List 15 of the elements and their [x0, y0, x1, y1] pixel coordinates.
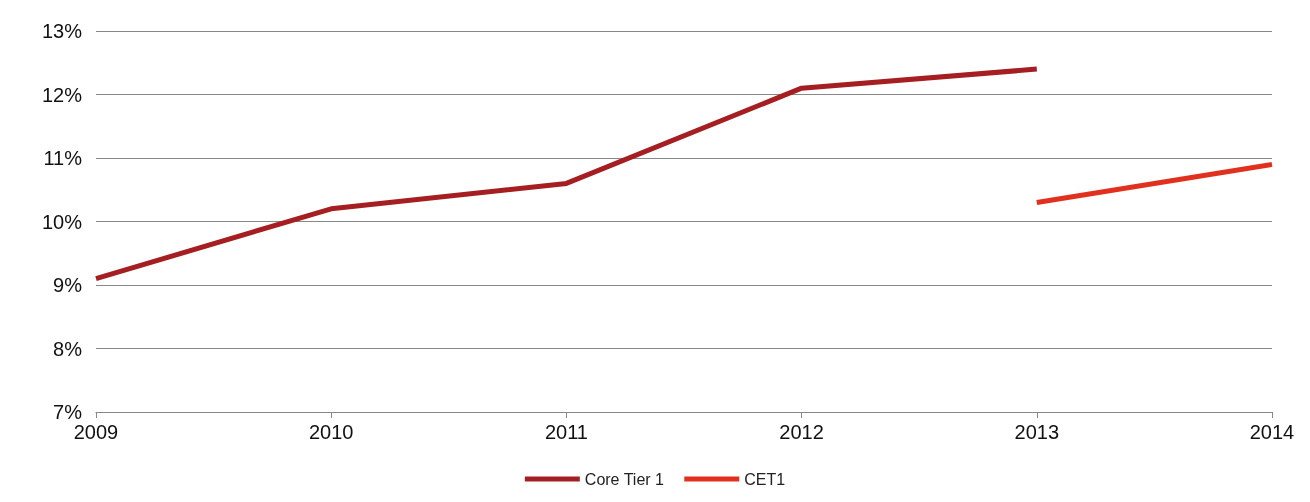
y-tick-label: 13% — [41, 20, 83, 42]
y-tick-label: 10% — [41, 210, 83, 233]
x-tick-label: 2009 — [73, 421, 119, 443]
x-tick-label: 2014 — [1249, 421, 1295, 443]
y-tick-label: 11% — [43, 147, 83, 169]
legend-label: Core Tier 1 — [584, 470, 665, 488]
x-tick-label: 2013 — [1014, 421, 1060, 443]
y-tick-label: 9% — [53, 274, 83, 296]
y-tick-label: 12% — [41, 83, 83, 106]
x-tick-label: 2010 — [308, 421, 354, 443]
legend-label: CET1 — [744, 470, 786, 488]
y-tick-label: 8% — [53, 337, 83, 360]
x-tick-label: 2011 — [544, 421, 588, 443]
y-tick-label: 7% — [53, 401, 83, 423]
x-tick-label: 2012 — [779, 421, 824, 443]
